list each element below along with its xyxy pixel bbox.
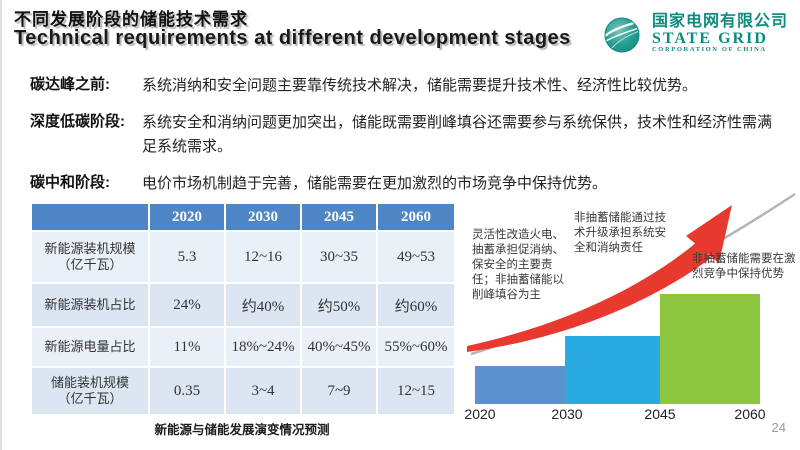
table-cell: 约60% <box>376 282 456 328</box>
bullet-text: 系统消纳和安全问题主要靠传统技术解决，储能需要提升技术性、经济性比较优势。 <box>142 77 698 94</box>
bullet-deep-low-carbon: 深度低碳阶段: 系统安全和消纳问题更加突出，储能既需要削峰填谷还需要参与系统保供… <box>30 111 786 158</box>
table-cell: 约50% <box>300 282 378 328</box>
table-cell: 49~53 <box>376 230 456 284</box>
table-cell: 12~16 <box>224 230 302 284</box>
table-header-cell: 2045 <box>300 202 378 232</box>
row-label: 新能源电量占比 <box>30 326 150 368</box>
chart-annotation-2060: 非抽蓄储能需要在激烈竞争中保持优势 <box>692 253 796 280</box>
state-grid-logo: 国家电网有限公司 STATE GRID CORPORATION OF CHINA <box>598 8 798 60</box>
x-axis-tick: 2045 <box>644 406 676 422</box>
x-axis-tick: 2020 <box>464 406 496 422</box>
row-label: 新能源装机规模 （亿千瓦） <box>30 230 150 284</box>
bullet-carbon-peak: 碳达峰之前: 系统消纳和安全问题主要靠传统技术解决，储能需要提升技术性、经济性比… <box>30 74 786 97</box>
table-cell: 30~35 <box>300 230 378 284</box>
state-grid-globe-icon <box>604 17 644 53</box>
logo-text: 国家电网有限公司 STATE GRID CORPORATION OF CHINA <box>652 12 789 54</box>
table-header-cell: 2020 <box>148 202 226 232</box>
bullet-list: 碳达峰之前: 系统消纳和安全问题主要靠传统技术解决，储能需要提升技术性、经济性比… <box>30 74 786 209</box>
table-cell: 11% <box>148 326 226 368</box>
table-row: 储能装机规模 （亿千瓦） 0.35 3~4 7~9 12~15 <box>30 366 456 416</box>
logo-company-en: STATE GRID <box>652 29 768 47</box>
forecast-table: 2020 2030 2045 2060 新能源装机规模 （亿千瓦） 5.3 12~… <box>30 202 456 416</box>
bar-2020-2030 <box>475 366 565 404</box>
table-caption: 新能源与储能发展演变情况预测 <box>154 423 330 437</box>
table-cell: 0.35 <box>148 366 226 416</box>
table-cell: 约40% <box>224 282 302 328</box>
bullet-text: 电价市场机制趋于完善，储能需要在更加激烈的市场竞争中保持优势。 <box>142 174 608 192</box>
table-row: 新能源装机占比 24% 约40% 约50% 约60% <box>30 282 456 328</box>
bar-2030-2045 <box>565 336 660 404</box>
table-header-cell: 2060 <box>376 202 456 232</box>
table-row: 新能源电量占比 11% 18%~24% 40%~45% 55%~60% <box>30 326 456 368</box>
trend-arrow-icon <box>467 192 796 356</box>
row-label: 新能源装机占比 <box>30 282 150 328</box>
table-cell: 12~15 <box>376 366 456 416</box>
table-cell: 18%~24% <box>224 326 302 368</box>
bullet-text: 系统安全和消纳问题更加突出，储能既需要削峰填谷还需要参与系统保供，技术性和经济性… <box>142 114 773 155</box>
bar-2045-2060 <box>660 294 760 404</box>
table-cell: 5.3 <box>148 230 226 284</box>
x-axis-tick: 2060 <box>734 406 766 422</box>
slide-title-en: Technical requirements at different deve… <box>14 27 571 49</box>
bullet-carbon-neutral: 碳中和阶段: 电价市场机制趋于完善，储能需要在更加激烈的市场竞争中保持优势。 <box>30 172 786 195</box>
table-header-cell: 2030 <box>224 202 302 232</box>
table-row: 新能源装机规模 （亿千瓦） 5.3 12~16 30~35 49~53 <box>30 230 456 284</box>
x-axis-tick: 2030 <box>551 406 583 422</box>
table-cell: 7~9 <box>300 366 378 416</box>
table-cell: 24% <box>148 282 226 328</box>
page-number: 24 <box>771 420 786 435</box>
table-cell: 55%~60% <box>376 326 456 368</box>
bullet-label: 碳达峰之前: <box>30 76 110 93</box>
table-cell: 3~4 <box>224 366 302 416</box>
chart-annotation-2030: 非抽蓄储能通过技术升级承担系统安全和消纳责任 <box>574 212 666 254</box>
slide-title-zh: 不同发展阶段的储能技术需求 <box>14 10 248 29</box>
table-header-cell <box>30 202 150 232</box>
table-header-row: 2020 2030 2045 2060 <box>30 202 456 232</box>
logo-company-sub: CORPORATION OF CHINA <box>652 46 767 54</box>
logo-company-zh: 国家电网有限公司 <box>652 12 789 30</box>
row-label: 储能装机规模 （亿千瓦） <box>30 366 150 416</box>
step-bar-chart: 灵活性改造火电、抽蓄承担促消纳、保安全的主要责任；非抽蓄储能以削峰填谷为主 非抽… <box>457 190 800 440</box>
bullet-label: 深度低碳阶段: <box>30 113 125 131</box>
table-cell: 40%~45% <box>300 326 378 368</box>
bullet-label: 碳中和阶段: <box>30 173 110 191</box>
chart-annotation-2020: 灵活性改造火电、抽蓄承担促消纳、保安全的主要责任；非抽蓄储能以削峰填谷为主 <box>472 229 564 301</box>
